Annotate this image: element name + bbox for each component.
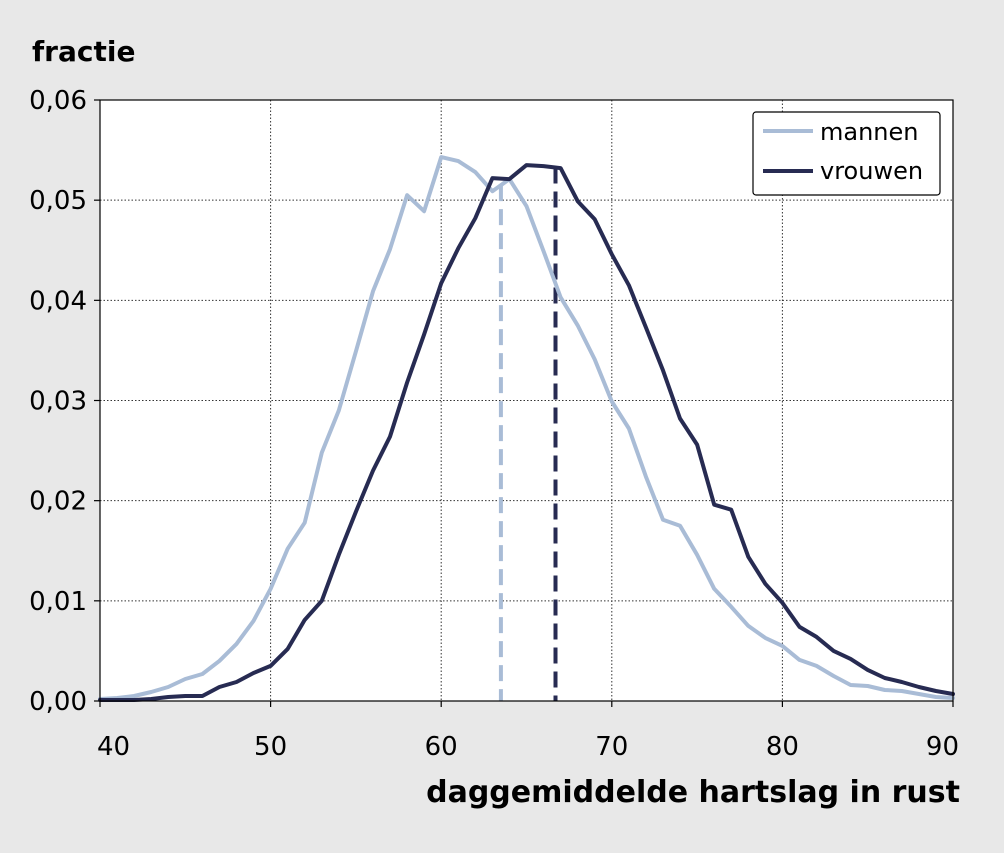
y-tick-label: 0,04: [29, 286, 87, 316]
y-tick-label: 0,05: [29, 186, 87, 216]
legend-label-mannen: mannen: [820, 118, 918, 146]
x-axis-title: daggemiddelde hartslag in rust: [426, 775, 960, 810]
y-axis-ticks: 0,00 0,01 0,02 0,03 0,04 0,05 0,06: [29, 86, 100, 717]
y-tick-label: 0,01: [29, 587, 87, 617]
x-axis-ticks: 40 50 60 70 80 90: [97, 701, 959, 762]
x-tick-label: 70: [595, 732, 628, 762]
y-tick-label: 0,03: [29, 387, 87, 417]
x-tick-label: 60: [425, 732, 458, 762]
series-line-mannen: [98, 155, 955, 701]
y-tick-label: 0,02: [29, 487, 87, 517]
x-tick-label: 80: [766, 732, 799, 762]
y-axis-title: fractie: [32, 35, 135, 68]
series-line-vrouwen: [98, 163, 955, 702]
y-tick-label: 0,00: [29, 687, 87, 717]
y-tick-label: 0,06: [29, 86, 87, 116]
x-tick-label: 40: [97, 732, 130, 762]
x-tick-label: 50: [254, 732, 287, 762]
mean-lines: [498, 167, 558, 701]
legend-label-vrouwen: vrouwen: [820, 157, 923, 185]
legend: mannen vrouwen: [752, 111, 941, 196]
series-lines: [98, 155, 955, 702]
x-tick-label: 90: [926, 732, 959, 762]
